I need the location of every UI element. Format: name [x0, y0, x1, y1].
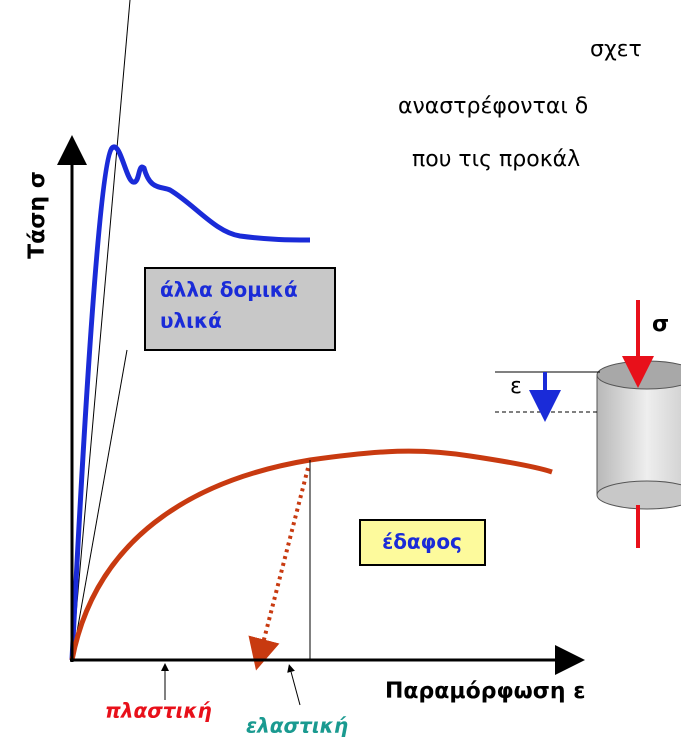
specimen-body — [596, 374, 681, 496]
specimen-bottom — [596, 480, 681, 510]
header-line: αναστρέφονται δ — [398, 94, 588, 119]
elastic-pointer — [287, 664, 301, 706]
y-axis-label: Τάση σ — [25, 171, 50, 259]
material-curve — [69, 144, 311, 661]
unload-arrow — [248, 467, 310, 671]
materials-box — [144, 267, 336, 351]
plastic-label: πλαστική — [105, 699, 212, 723]
header-line: που τις προκάλ — [412, 147, 580, 172]
materials-label: υλικά — [160, 309, 222, 333]
strain-label: ε — [510, 374, 522, 399]
header-line: σχετ — [590, 37, 642, 62]
tangent-line — [71, 0, 131, 661]
x-axis-label: Παραμόρφωση ε — [385, 679, 585, 704]
tangent-line — [71, 349, 128, 661]
elastic-label: ελαστική — [246, 714, 348, 738]
materials-label: άλλα δομικά — [160, 278, 298, 302]
stress-label: σ — [652, 312, 669, 337]
soil-curve — [69, 448, 553, 661]
soil-box — [359, 519, 486, 566]
soil-label: έδαφος — [382, 530, 462, 554]
